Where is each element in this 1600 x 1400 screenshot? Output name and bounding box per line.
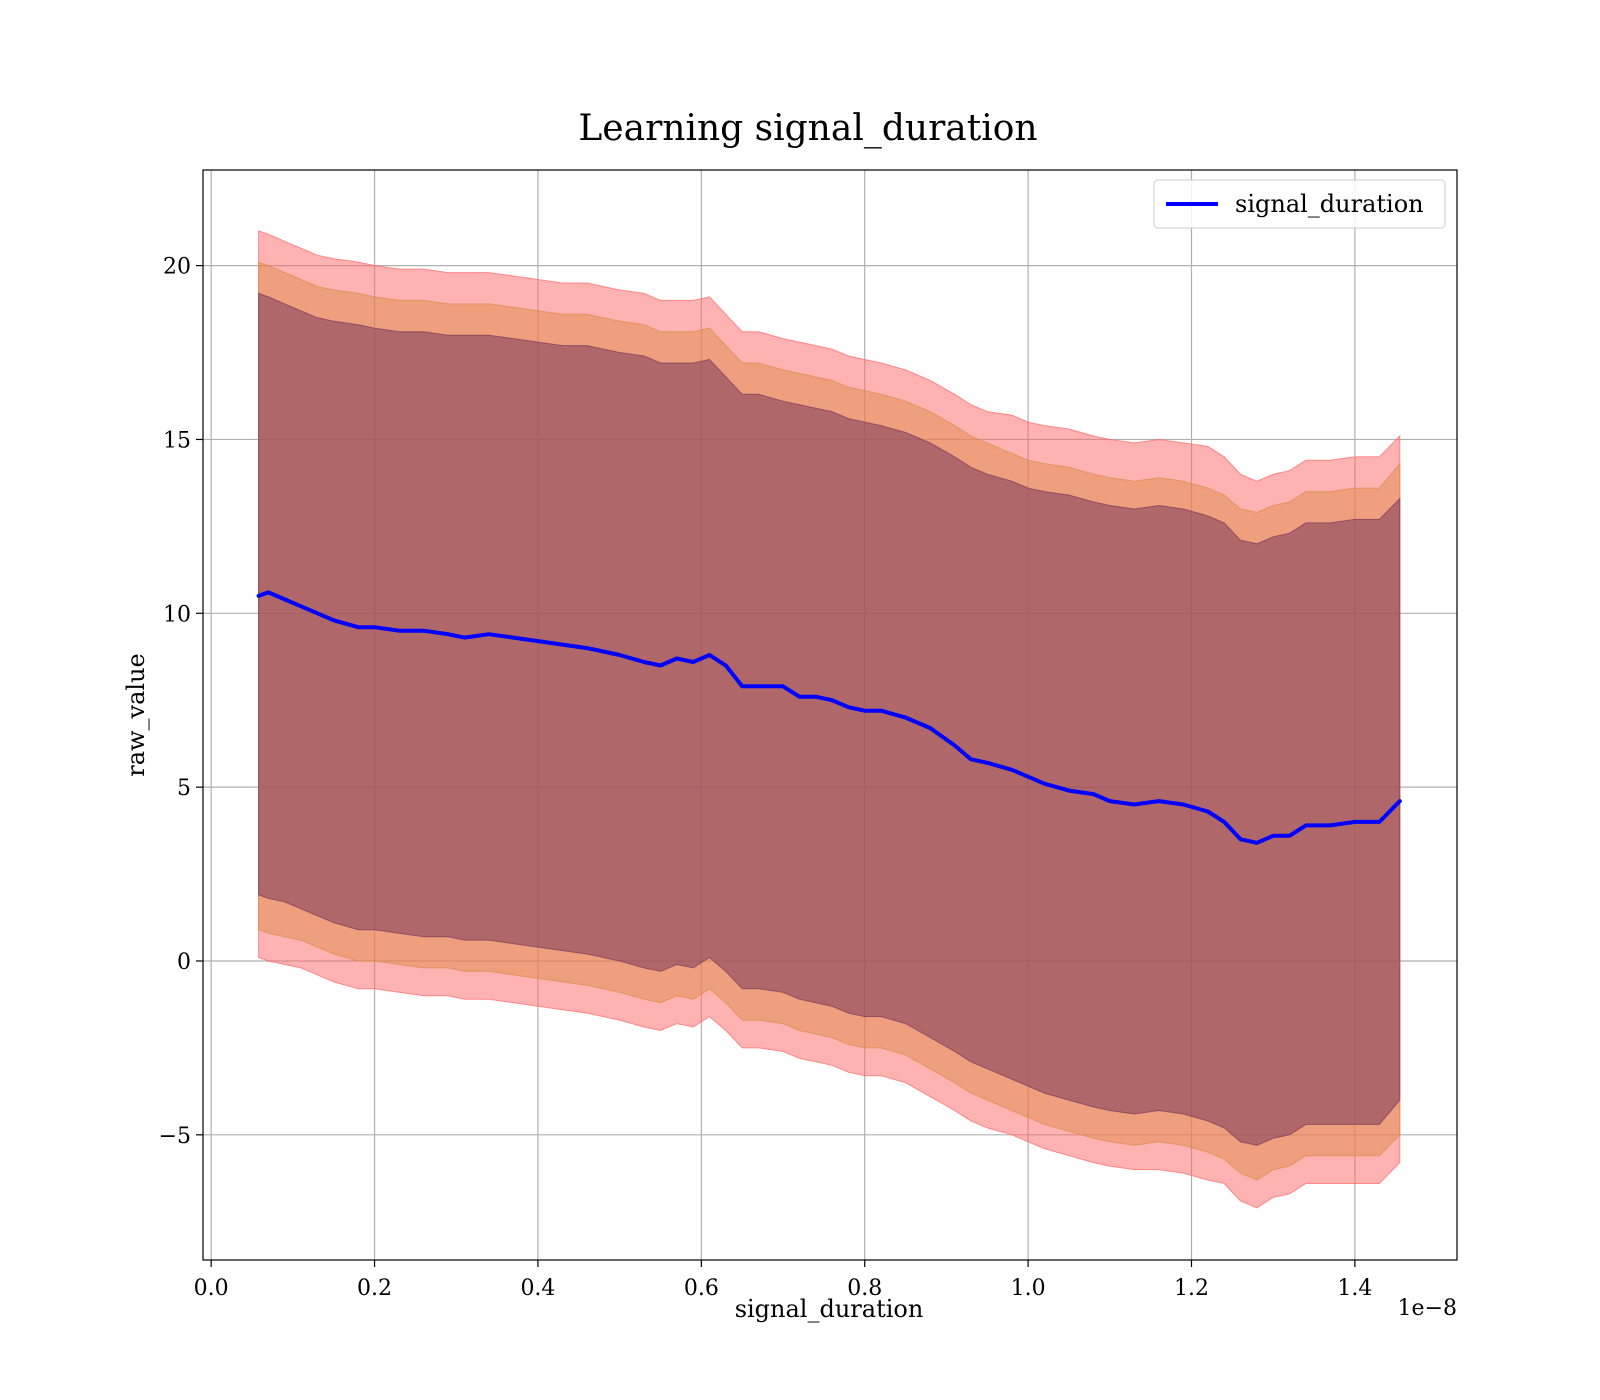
x-axis-offset-label: 1e−8 xyxy=(1398,1296,1457,1321)
x-tick-label: 0.0 xyxy=(194,1276,229,1301)
y-axis-label: raw_value xyxy=(122,653,150,777)
y-tick-label: 10 xyxy=(163,602,191,627)
x-tick-label: 0.8 xyxy=(847,1276,882,1301)
y-tick-label: 0 xyxy=(177,950,191,975)
legend-box xyxy=(1153,179,1446,229)
y-tick-label: 20 xyxy=(163,255,191,280)
legend-label-signal-duration: signal_duration xyxy=(1235,190,1424,218)
x-axis-ticks: 0.0 0.2 0.4 0.6 0.8 1.0 1.2 1.4 xyxy=(194,1260,1372,1301)
series-line-signal-duration xyxy=(256,590,1402,845)
y-tick-label: 15 xyxy=(163,428,191,453)
series-lines xyxy=(256,590,1402,845)
x-tick-label: 1.4 xyxy=(1337,1276,1372,1301)
chart-title: Learning signal_duration xyxy=(578,108,1037,149)
x-tick-label: 0.4 xyxy=(520,1276,555,1301)
legend: signal_duration xyxy=(1153,179,1446,229)
x-tick-label: 0.2 xyxy=(357,1276,392,1301)
confidence-bands xyxy=(258,230,1401,1209)
y-axis-ticks: −5 0 5 10 15 20 xyxy=(159,255,203,1149)
confidence-band-3 xyxy=(258,292,1401,1146)
y-tick-label: −5 xyxy=(159,1124,191,1149)
x-axis-label: signal_duration xyxy=(735,1295,924,1323)
y-tick-label: 5 xyxy=(177,776,191,801)
x-tick-label: 0.6 xyxy=(684,1276,719,1301)
plot-area-frame xyxy=(202,169,1458,1261)
x-tick-label: 1.0 xyxy=(1011,1276,1046,1301)
x-tick-label: 1.2 xyxy=(1174,1276,1209,1301)
